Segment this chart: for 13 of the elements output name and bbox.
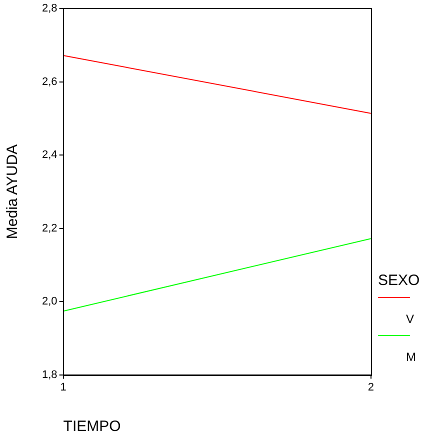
y-tick-label: 2,6 (42, 76, 58, 88)
y-tick-label: 2,2 (42, 222, 58, 234)
y-tick-label: 2,4 (42, 149, 58, 162)
text: M (406, 350, 417, 364)
x-tick-label: 2 (368, 381, 374, 394)
text: V (406, 312, 416, 326)
y-axis-title: Media AYUDA (4, 144, 22, 240)
y-tick-label: 1,8 (42, 368, 58, 381)
x-axis-title: TIEMPO (63, 418, 121, 436)
legend-title: SEXO (378, 272, 421, 289)
y-tick-label: 2,0 (42, 296, 58, 308)
y-tick-label: 2,8 (42, 2, 58, 15)
x-tick-label: 1 (60, 381, 66, 394)
